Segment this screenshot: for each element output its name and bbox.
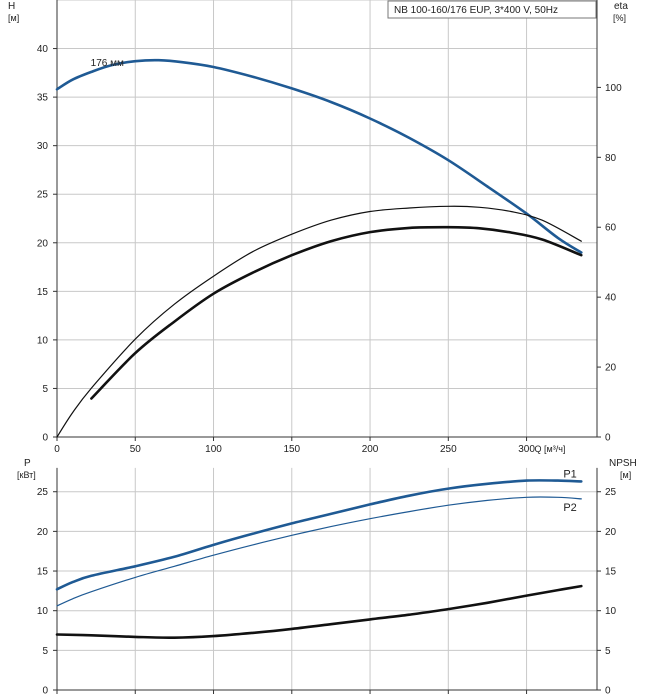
left-tick-label: 10 <box>37 606 49 617</box>
left-tick-label: 0 <box>42 686 48 697</box>
right-tick-label: 0 <box>605 433 611 444</box>
left-tick-label: 0 <box>42 433 48 444</box>
top-left-axis-label-line2: [м] <box>8 13 19 23</box>
bottom-right-axis-label-line2: [м] <box>620 470 631 480</box>
axis-labels: H [м] eta [%] P [кВт] NPSH [м] Q [м³/ч] <box>8 1 637 480</box>
series-line-NPSH <box>55 584 583 640</box>
left-tick-label: 30 <box>37 141 49 152</box>
series-line-eta-thin <box>56 205 582 438</box>
series-line-eta-thick <box>90 225 583 400</box>
right-tick-label: 20 <box>605 363 617 374</box>
right-tick-label: 60 <box>605 223 617 234</box>
x-tick-label: 250 <box>440 444 457 455</box>
left-tick-label: 25 <box>37 487 49 498</box>
series-line-head <box>55 58 583 254</box>
left-tick-label: 20 <box>37 527 49 538</box>
series-line-P2 <box>56 496 582 607</box>
left-tick-label: 15 <box>37 287 49 298</box>
bottom-right-axis-label-line1: NPSH <box>609 458 637 469</box>
left-tick-label: 25 <box>37 190 49 201</box>
right-tick-label: 40 <box>605 293 617 304</box>
annotations: 176 мм <box>91 58 124 69</box>
right-tick-label: 15 <box>605 567 617 578</box>
series-line-P1 <box>55 479 583 591</box>
right-tick-label: 5 <box>605 646 611 657</box>
left-tick-label: 5 <box>42 384 48 395</box>
left-tick-label: 10 <box>37 335 49 346</box>
top-series <box>55 58 583 438</box>
right-tick-label: 0 <box>605 686 611 697</box>
left-tick-label: 5 <box>42 646 48 657</box>
bottom-gridlines <box>57 467 597 690</box>
x-tick-label: 300 <box>518 444 535 455</box>
left-tick-label: 15 <box>37 567 49 578</box>
top-right-axis-label-line2: [%] <box>613 13 626 23</box>
top-gridlines <box>57 0 597 437</box>
left-tick-label: 35 <box>37 93 49 104</box>
top-right-axis-label-line1: eta <box>614 1 628 12</box>
legend-box-text: NB 100-160/176 EUP, 3*400 V, 50Hz <box>394 5 558 16</box>
bottom-left-axis-label-line2: [кВт] <box>17 470 36 480</box>
annotation-impeller-size: 176 мм <box>91 58 124 69</box>
bottom-axes: 0 5 10 15 20 25 0 5 10 15 20 25 <box>37 467 617 697</box>
x-tick-label: 200 <box>362 444 379 455</box>
right-tick-label: 80 <box>605 153 617 164</box>
bottom-series: P1 P2 <box>55 468 583 640</box>
x-tick-label: 100 <box>205 444 222 455</box>
x-tick-label: 150 <box>283 444 300 455</box>
left-tick-label: 40 <box>37 44 49 55</box>
x-axis-unit-label: Q [м³/ч] <box>535 444 566 454</box>
series-label-P1: P1 <box>563 468 576 480</box>
series-label-P2: P2 <box>563 502 576 514</box>
bottom-left-axis-label-line1: P <box>24 458 31 469</box>
x-tick-label: 0 <box>54 444 60 455</box>
x-tick-label: 50 <box>130 444 142 455</box>
right-tick-label: 100 <box>605 83 622 94</box>
right-tick-label: 25 <box>605 487 617 498</box>
top-axes: 0 5 10 15 20 25 30 35 40 0 20 40 60 80 100 0 50 100 150 200… <box>37 0 622 455</box>
top-left-axis-label-line1: H <box>8 1 15 12</box>
right-tick-label: 20 <box>605 527 617 538</box>
legend-box: NB 100-160/176 EUP, 3*400 V, 50Hz <box>387 0 597 19</box>
right-tick-label: 10 <box>605 606 617 617</box>
left-tick-label: 20 <box>37 238 49 249</box>
